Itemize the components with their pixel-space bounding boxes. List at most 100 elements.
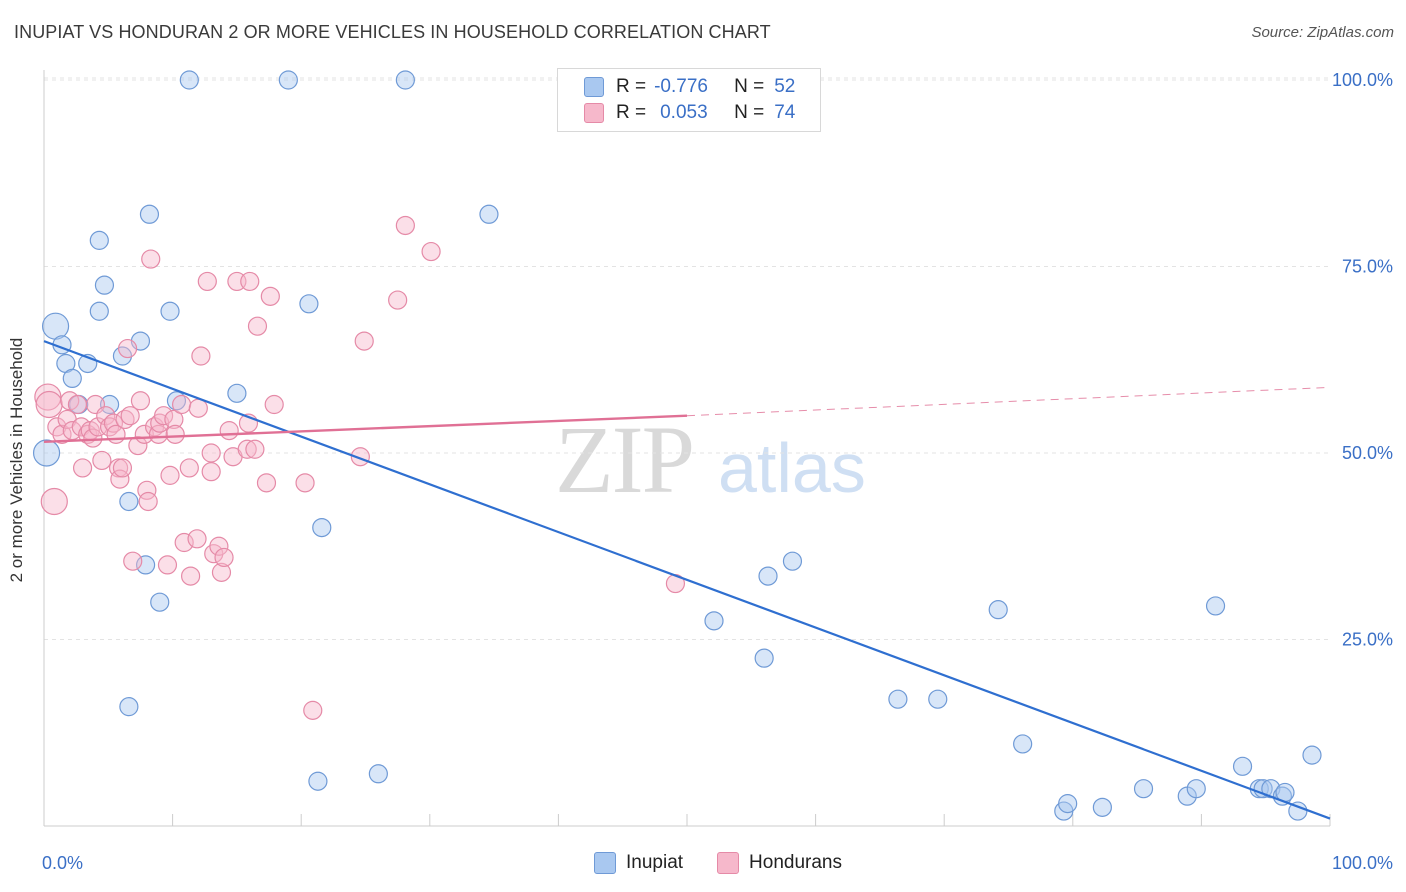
hondurans-point <box>115 409 135 430</box>
hondurans-point <box>264 394 284 415</box>
inupiat-point <box>395 70 415 90</box>
hondurans-point <box>201 443 221 463</box>
hondurans-point <box>112 458 133 478</box>
hondurans-point <box>110 469 130 489</box>
inupiat-point <box>135 555 156 575</box>
inupiat-point <box>166 391 187 411</box>
hondurans-point <box>130 391 151 411</box>
hondurans-point <box>52 424 72 444</box>
hondurans-trend-extension <box>686 386 1331 417</box>
hondurans-trend-line <box>43 414 688 444</box>
hondurans-point <box>72 458 93 478</box>
hondurans-point <box>34 383 62 411</box>
inupiat-point <box>299 294 319 314</box>
hondurans-point <box>157 555 178 575</box>
hondurans-point <box>138 491 158 512</box>
y-tick-label: 75.0% <box>1342 257 1393 277</box>
hondurans-point <box>117 338 138 359</box>
hondurans-point <box>164 409 184 430</box>
r-label: R = <box>616 76 647 97</box>
hondurans-point <box>174 532 194 553</box>
n-label: N = <box>734 102 765 123</box>
legend-item-hondurans: Hondurans <box>717 852 842 874</box>
inupiat-point <box>1186 779 1206 799</box>
legend-row-inupiat: R = -0.776 N = 52 <box>584 76 795 98</box>
inupiat-point <box>1092 797 1112 817</box>
inupiat-point <box>1013 734 1033 754</box>
hondurans-point <box>421 241 441 262</box>
hondurans-point <box>237 439 257 459</box>
inupiat-point <box>119 491 139 512</box>
hondurans-point <box>123 551 143 571</box>
inupiat-point <box>1232 756 1253 776</box>
hondurans-point <box>153 406 174 426</box>
chart-title: INUPIAT VS HONDURAN 2 OR MORE VEHICLES I… <box>14 22 771 42</box>
legend-row-hondurans: R = 0.053 N = 74 <box>584 102 795 124</box>
correlation-legend: R = -0.776 N = 52 R = 0.053 N = 74 <box>557 68 821 132</box>
hondurans-point <box>40 487 68 516</box>
inupiat-legend-swatch <box>594 852 616 874</box>
hondurans-point <box>172 394 192 415</box>
watermark-zip: ZIP <box>555 406 693 513</box>
hondurans-point <box>83 428 103 448</box>
hondurans-point <box>240 271 260 292</box>
inupiat-point <box>988 600 1008 620</box>
hondurans-point <box>128 435 148 456</box>
legend-label-hondurans: Hondurans <box>749 852 842 873</box>
hondurans-point <box>245 439 265 459</box>
inupiat-point <box>41 312 70 340</box>
hondurans-point <box>188 398 208 418</box>
inupiat-point <box>704 611 724 631</box>
inupiat-point <box>278 70 298 90</box>
hondurans-point <box>103 413 124 433</box>
legend-label-inupiat: Inupiat <box>626 852 684 873</box>
n-value: 52 <box>774 76 796 97</box>
n-value: 74 <box>774 102 796 123</box>
inupiat-point <box>160 301 180 321</box>
hondurans-point <box>96 406 116 426</box>
y-tick-label: 50.0% <box>1342 443 1393 463</box>
n-label: N = <box>734 76 765 97</box>
inupiat-point <box>32 439 61 467</box>
inupiat-point <box>479 204 499 224</box>
inupiat-swatch <box>584 77 604 97</box>
inupiat-point <box>1133 779 1154 799</box>
inupiat-point <box>119 697 139 717</box>
hondurans-point <box>395 215 415 236</box>
inupiat-point <box>308 771 328 791</box>
inupiat-point <box>1058 794 1078 814</box>
hondurans-point <box>214 547 234 568</box>
hondurans-point <box>201 462 221 482</box>
hondurans-point <box>303 700 323 720</box>
inupiat-point <box>227 383 247 403</box>
hondurans-point <box>211 562 232 582</box>
inupiat-point <box>1205 596 1226 616</box>
inupiat-point <box>368 764 388 784</box>
hondurans-legend-swatch <box>717 852 740 874</box>
hondurans-point <box>35 390 63 419</box>
hondurans-point <box>141 249 161 269</box>
r-label: R = <box>616 102 647 123</box>
inupiat-point <box>888 689 908 709</box>
inupiat-trend-line <box>43 340 1331 820</box>
hondurans-point <box>120 406 140 426</box>
inupiat-point <box>62 368 82 388</box>
legend-item-inupiat: Inupiat <box>594 852 683 874</box>
y-tick-label: 25.0% <box>1342 630 1393 650</box>
source-label: Source: ZipAtlas.com <box>1251 24 1394 41</box>
r-value: 0.053 <box>660 102 708 123</box>
hondurans-point <box>99 417 120 437</box>
hondurans-point <box>295 473 315 493</box>
inupiat-point <box>754 648 774 668</box>
hondurans-point <box>247 316 268 336</box>
hondurans-point <box>219 421 239 441</box>
inupiat-point <box>139 204 160 224</box>
r-value: -0.776 <box>654 76 708 97</box>
hondurans-point <box>67 394 88 415</box>
hondurans-point <box>165 424 185 444</box>
hondurans-point <box>354 331 374 351</box>
inupiat-point <box>99 394 120 415</box>
inupiat-point <box>312 517 332 538</box>
inupiat-point <box>782 551 803 571</box>
x-tick-label-min: 0.0% <box>42 853 83 873</box>
